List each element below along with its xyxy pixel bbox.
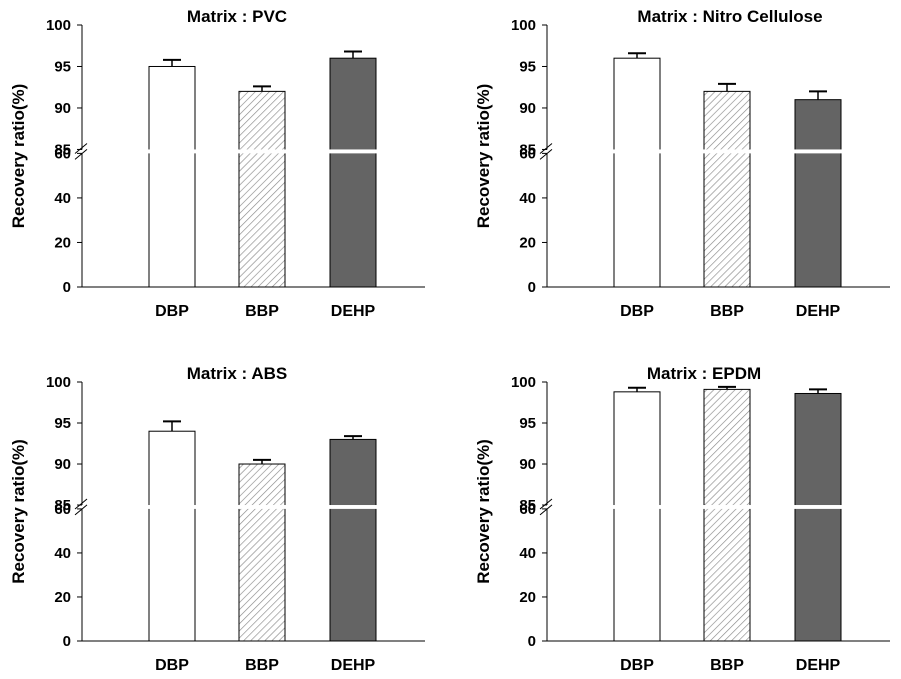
y-tick-label: 60 [519, 501, 536, 518]
axis-break-mark [539, 504, 553, 516]
y-tick-label: 90 [519, 456, 536, 473]
axis-break-band [148, 149, 377, 154]
axis-break-band [613, 505, 842, 509]
bar-dbp [613, 391, 661, 642]
category-label: BBP [245, 303, 279, 320]
category-label: DBP [620, 657, 654, 674]
y-tick-label: 40 [519, 545, 536, 562]
y-tick-label: 20 [519, 234, 536, 251]
y-tick-label: 60 [519, 145, 536, 162]
bar-bbp [238, 463, 286, 642]
y-tick-label: 40 [519, 190, 536, 207]
bar-dehp [794, 392, 842, 642]
y-tick-label: 20 [54, 234, 71, 251]
bar-dehp [329, 438, 377, 642]
axis-break-mark [74, 504, 88, 516]
chart-panel-1: Matrix : PVC Recovery ratio(%) DBP BBP DEHP 0… [9, 7, 425, 320]
bar-dehp [329, 57, 377, 288]
axis-break-mark [539, 148, 553, 160]
chart-panel-4: Matrix : EPDM Recovery ratio(%) DBP BBP DEHP… [474, 364, 890, 674]
chart-panel-2: Matrix : Nitro Cellulose Recovery ratio(%… [474, 7, 890, 320]
y-tick-label: 85 [54, 497, 71, 514]
y-tick-label: 85 [519, 497, 536, 514]
category-label: DBP [155, 303, 189, 320]
category-label: DEHP [796, 303, 841, 320]
y-tick-label: 85 [519, 141, 536, 158]
y-tick-label: 0 [63, 279, 71, 296]
y-tick-label: 90 [54, 456, 71, 473]
y-tick-label: 40 [54, 190, 71, 207]
bar-dehp [794, 99, 842, 288]
category-label: BBP [245, 657, 279, 674]
y-tick-label: 20 [519, 589, 536, 606]
y-tick-label: 90 [54, 100, 71, 117]
axis-break-mark [539, 143, 553, 154]
axis-break-band [148, 505, 377, 509]
y-tick-label: 100 [511, 17, 536, 34]
axis-break-mark [539, 498, 553, 510]
y-tick-label: 100 [46, 17, 71, 34]
y-axis-label: Recovery ratio(%) [474, 84, 493, 229]
y-tick-label: 95 [519, 58, 536, 75]
y-tick-label: 0 [63, 633, 71, 650]
axis-break-mark [74, 498, 88, 510]
bar-bbp [703, 90, 751, 288]
y-tick-label: 100 [511, 374, 536, 391]
category-label: DBP [155, 657, 189, 674]
chart-title: Matrix : Nitro Cellulose [637, 7, 822, 26]
category-label: DEHP [331, 657, 376, 674]
bar-dbp [148, 65, 196, 288]
axis-break-mark [74, 143, 88, 154]
chart-title: Matrix : PVC [187, 7, 287, 26]
y-tick-label: 100 [46, 374, 71, 391]
bar-dbp [613, 57, 661, 288]
chart-title: Matrix : ABS [187, 364, 287, 383]
y-tick-label: 40 [54, 545, 71, 562]
category-label: BBP [710, 657, 744, 674]
axis-break-mark [74, 148, 88, 160]
y-tick-label: 95 [519, 415, 536, 432]
y-tick-label: 95 [54, 58, 71, 75]
y-axis-label: Recovery ratio(%) [474, 439, 493, 584]
chart-panel-3: Matrix : ABS Recovery ratio(%) DBP BBP DEHP 0… [9, 364, 425, 674]
bar-bbp [238, 90, 286, 288]
y-axis-label: Recovery ratio(%) [9, 84, 28, 229]
y-tick-label: 60 [54, 145, 71, 162]
y-tick-label: 95 [54, 415, 71, 432]
y-tick-label: 0 [528, 633, 536, 650]
chart-title: Matrix : EPDM [647, 364, 761, 383]
category-label: DEHP [796, 657, 841, 674]
axis-break-band [613, 149, 842, 154]
y-tick-label: 0 [528, 279, 536, 296]
bar-dbp [148, 430, 196, 642]
y-tick-label: 90 [519, 100, 536, 117]
category-label: DBP [620, 303, 654, 320]
y-tick-label: 60 [54, 501, 71, 518]
y-tick-label: 20 [54, 589, 71, 606]
bar-bbp [703, 388, 751, 642]
y-tick-label: 85 [54, 141, 71, 158]
y-axis-label: Recovery ratio(%) [9, 439, 28, 584]
category-label: DEHP [331, 303, 376, 320]
category-label: BBP [710, 303, 744, 320]
